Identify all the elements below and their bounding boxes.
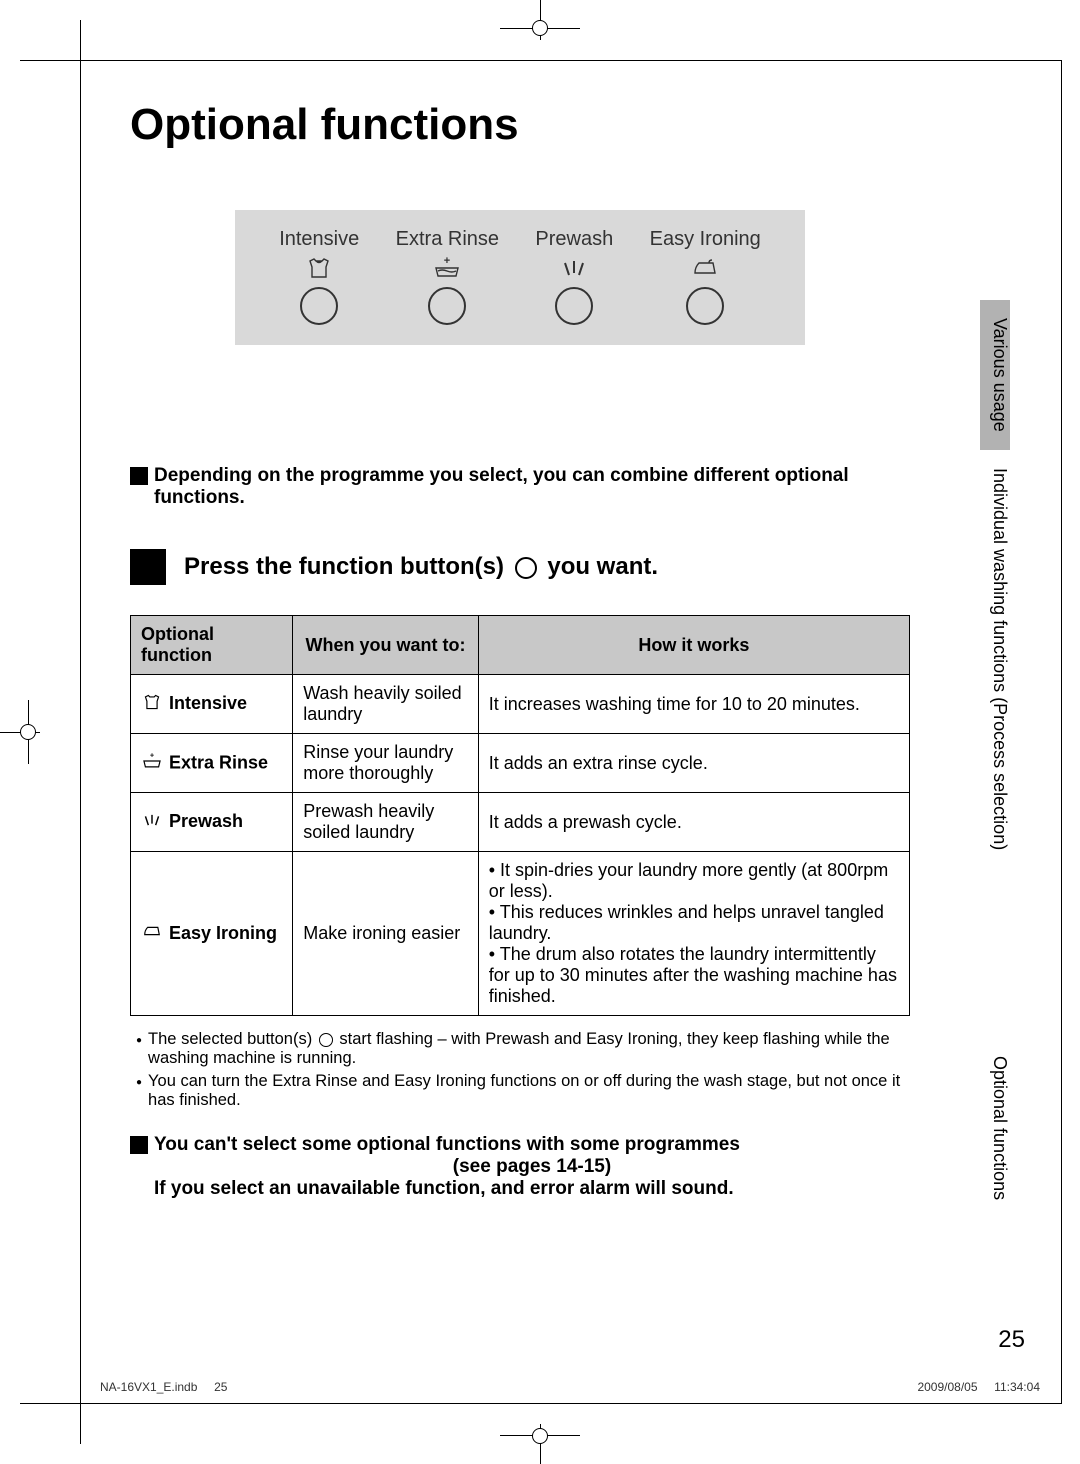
fn-when: Wash heavily soiled laundry [293, 675, 479, 734]
panel-label: Prewash [535, 228, 613, 251]
extra-rinse-icon: + [396, 255, 499, 281]
page-title: Optional functions [130, 100, 910, 150]
col-header: When you want to: [293, 616, 479, 675]
how-item: This reduces wrinkles and helps unravel … [489, 902, 899, 944]
crop-mark [20, 60, 80, 61]
bullet-square-icon [130, 1136, 148, 1154]
fn-when: Make ironing easier [293, 852, 479, 1016]
crop-mark [20, 1403, 80, 1404]
note-line: You can't select some optional functions… [154, 1134, 910, 1156]
page-number: 25 [998, 1326, 1025, 1354]
note-line: (see pages 14-15) [154, 1156, 910, 1178]
intro-content: Depending on the programme you select, y… [154, 465, 910, 509]
extra-rinse-icon: + [141, 752, 163, 775]
warning-note: You can't select some optional functions… [130, 1134, 910, 1200]
function-button-panel: Intensive Extra Rinse + Prewash Easy Iro… [235, 210, 805, 345]
prewash-icon [535, 255, 613, 281]
note-item: The selected button(s) start flashing – … [136, 1030, 910, 1068]
how-item: The drum also rotates the laundry interm… [489, 944, 899, 1007]
extra-rinse-button[interactable] [428, 287, 466, 325]
notes-list: The selected button(s) start flashing – … [130, 1030, 910, 1110]
register-mark-icon [532, 20, 548, 36]
table-row: + Extra Rinse Rinse your laundry more tho… [131, 734, 910, 793]
easy-ironing-button[interactable] [686, 287, 724, 325]
step-marker-icon [130, 549, 166, 585]
register-mark-icon [20, 724, 36, 740]
functions-table: Optional function When you want to: How … [130, 615, 910, 1016]
step-prefix: Press the function button(s) [184, 553, 504, 580]
button-circle-icon [319, 1033, 333, 1047]
register-mark-icon [532, 1428, 548, 1444]
tab-various-usage: Various usage [980, 300, 1010, 450]
tab-spacer [980, 868, 1010, 1038]
footer-date: 2009/08/05 [917, 1380, 977, 1394]
note-item: You can turn the Extra Rinse and Easy Ir… [136, 1072, 910, 1110]
intensive-button[interactable] [300, 287, 338, 325]
button-circle-icon [515, 557, 537, 579]
step-suffix: you want. [547, 553, 658, 580]
intro-text: Depending on the programme you select, y… [130, 465, 910, 509]
bullet-square-icon [130, 467, 148, 485]
fn-how: It adds a prewash cycle. [478, 793, 909, 852]
table-row: Prewash Prewash heavily soiled laundry I… [131, 793, 910, 852]
col-header: How it works [478, 616, 909, 675]
svg-text:+: + [444, 256, 450, 267]
panel-label: Extra Rinse [396, 228, 499, 251]
panel-item-easy-ironing: Easy Ironing [650, 228, 761, 325]
easy-ironing-icon [650, 255, 761, 281]
page-edge [1061, 60, 1062, 1404]
fn-how: It adds an extra rinse cycle. [478, 734, 909, 793]
prewash-icon [141, 812, 163, 833]
fn-name: Prewash [169, 811, 243, 831]
prewash-button[interactable] [555, 287, 593, 325]
fn-how: It spin-dries your laundry more gently (… [478, 852, 909, 1016]
intensive-icon [279, 255, 359, 281]
panel-item-intensive: Intensive [279, 228, 359, 325]
panel-item-extra-rinse: Extra Rinse + [396, 228, 499, 325]
col-header: Optional function [131, 616, 293, 675]
fn-name: Extra Rinse [169, 752, 268, 772]
panel-item-prewash: Prewash [535, 228, 613, 325]
tab-optional-functions: Optional functions [980, 1038, 1010, 1218]
easy-ironing-icon [141, 923, 163, 944]
step-instruction: Press the function button(s) you want. [130, 549, 910, 585]
table-row: Easy Ironing Make ironing easier It spin… [131, 852, 910, 1016]
footer-page: 25 [214, 1380, 227, 1394]
page-content: Optional functions Intensive Extra Rinse… [130, 100, 910, 1200]
fn-name: Easy Ironing [169, 923, 277, 943]
how-item: It spin-dries your laundry more gently (… [489, 860, 899, 902]
panel-label: Intensive [279, 228, 359, 251]
fn-when: Prewash heavily soiled laundry [293, 793, 479, 852]
tab-individual-washing: Individual washing functions (Process se… [980, 450, 1010, 868]
svg-text:+: + [150, 752, 154, 759]
note-line: If you select an unavailable function, a… [154, 1178, 910, 1200]
print-footer: NA-16VX1_E.indb 25 2009/08/05 11:34:04 [100, 1380, 1040, 1394]
fn-how: It increases washing time for 10 to 20 m… [478, 675, 909, 734]
footer-file: NA-16VX1_E.indb [100, 1380, 197, 1394]
table-row: Intensive Wash heavily soiled laundry It… [131, 675, 910, 734]
footer-time: 11:34:04 [994, 1380, 1040, 1394]
side-tabs: Various usage Individual washing functio… [980, 300, 1040, 1218]
fn-name: Intensive [169, 693, 247, 713]
intensive-icon [141, 694, 163, 715]
fn-when: Rinse your laundry more thoroughly [293, 734, 479, 793]
panel-label: Easy Ironing [650, 228, 761, 251]
